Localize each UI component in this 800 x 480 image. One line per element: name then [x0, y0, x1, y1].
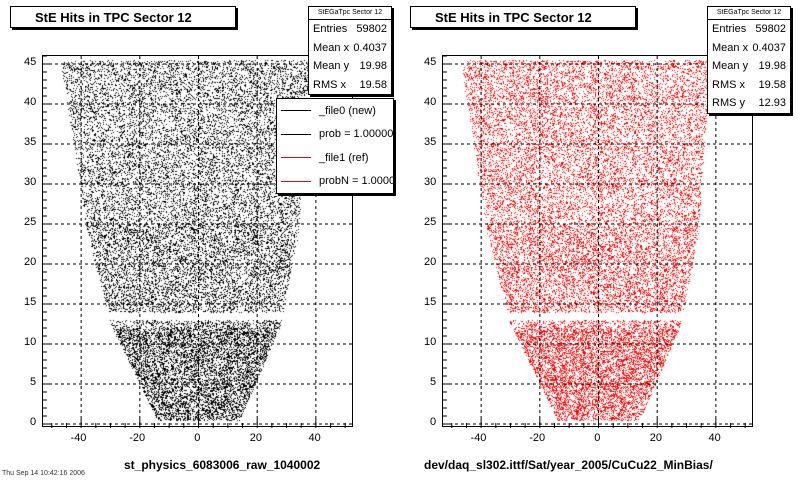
y-tick-label: 5	[430, 376, 437, 388]
y-tick-label: 0	[30, 416, 37, 428]
stats-row: Mean y 19.98	[708, 57, 790, 76]
stats-label: Mean y	[313, 60, 350, 72]
y-tick-label: 30	[24, 176, 37, 188]
stats-row: Mean x 0.4037	[309, 39, 391, 58]
x-tick-label: 40	[308, 432, 321, 444]
stats-row: RMS x 19.58	[309, 76, 391, 95]
x-tick-label: 0	[594, 432, 601, 444]
stats-row: Entries 59802	[708, 20, 790, 39]
y-tick-label: 40	[24, 96, 37, 108]
x-tick-label: -20	[529, 432, 546, 444]
stats-box: StEGaTpc Sector 12 Entries 59802 Mean x 0.…	[308, 6, 392, 95]
histogram-title: StE Hits in TPC Sector 12	[10, 6, 236, 28]
histogram-pad-right: StE Hits in TPC Sector 12 StEGaTpc Secto…	[400, 0, 800, 480]
y-tick-label: 35	[424, 136, 437, 148]
y-tick-label: 20	[24, 256, 37, 268]
y-tick-label: 10	[424, 336, 437, 348]
histogram-title: StE Hits in TPC Sector 12	[410, 6, 636, 28]
stats-label: RMS y	[712, 97, 745, 109]
legend-label: prob = 1.000000	[319, 128, 394, 141]
stats-value: 12.93	[758, 97, 786, 109]
stats-box: StEGaTpc Sector 12 Entries 59802 Mean x 0.…	[707, 6, 791, 114]
stats-value: 0.4037	[752, 41, 786, 54]
y-tick-label: 10	[24, 336, 37, 348]
stats-row: Mean y 19.98	[309, 57, 391, 76]
legend-label: probN = 1.000000	[319, 175, 394, 188]
y-tick-label: 25	[424, 216, 437, 228]
x-tick-label: 40	[708, 432, 721, 444]
legend-entry: _file1 (ref)	[277, 146, 393, 170]
y-tick-label: 20	[424, 256, 437, 268]
legend-line-black	[281, 110, 311, 112]
stats-value: 19.58	[359, 78, 387, 91]
y-tick-label: 30	[424, 176, 437, 188]
stats-value: 59802	[755, 23, 786, 35]
legend-label: _file0 (new)	[319, 104, 376, 117]
histogram-pad-left: StE Hits in TPC Sector 12 StEGaTpc Secto…	[2, 6, 394, 477]
stats-label: Mean x	[712, 41, 749, 54]
x-tick-label: -20	[129, 432, 146, 444]
stats-row: Entries 59802	[309, 20, 391, 39]
x-axis-title: st_physics_6083006_raw_1040002	[124, 458, 321, 472]
stats-row: Mean x 0.4037	[708, 39, 790, 58]
stats-value: 19.58	[758, 78, 786, 91]
legend-entry: prob = 1.000000	[277, 123, 393, 147]
x-axis-title: dev/daq_sl302.ittf/Sat/year_2005/CuCu22_…	[424, 458, 713, 472]
corner-timestamp: Thu Sep 14 10:42:16 2006	[2, 470, 85, 477]
y-tick-label: 5	[30, 376, 37, 388]
stats-value: 19.98	[758, 60, 786, 72]
legend-entry: probN = 1.000000	[277, 170, 393, 194]
stats-value: 0.4037	[353, 41, 387, 54]
plot-frame	[442, 55, 754, 428]
y-tick-label: 45	[424, 56, 437, 68]
legend-line-red	[281, 180, 311, 182]
stats-label: RMS x	[313, 78, 346, 91]
stats-label: Mean y	[712, 60, 749, 72]
stats-header: StEGaTpc Sector 12	[309, 7, 391, 20]
x-tick-label: 20	[649, 432, 663, 444]
y-tick-label: 35	[24, 136, 37, 148]
y-tick-label: 15	[24, 296, 37, 308]
stats-label: Mean x	[313, 41, 350, 54]
stats-label: Entries	[313, 23, 348, 35]
legend-entry: _file0 (new)	[277, 99, 393, 123]
scatter-plot	[443, 56, 754, 428]
stats-label: RMS x	[712, 78, 745, 91]
y-tick-label: 0	[430, 416, 437, 428]
legend: _file0 (new) prob = 1.000000 _file1 (ref…	[276, 98, 394, 194]
y-tick-label: 25	[24, 216, 37, 228]
stats-value: 59802	[356, 23, 387, 35]
x-tick-label: -40	[470, 432, 487, 444]
stats-label: Entries	[712, 23, 747, 35]
x-tick-label: -40	[70, 432, 87, 444]
legend-label: _file1 (ref)	[319, 151, 369, 164]
y-tick-label: 40	[424, 96, 437, 108]
stats-value: 19.98	[359, 60, 387, 72]
stats-row: RMS y 12.93	[708, 94, 790, 113]
y-tick-label: 15	[424, 296, 437, 308]
stats-header: StEGaTpc Sector 12	[708, 7, 790, 20]
stats-row: RMS x 19.58	[708, 76, 790, 95]
y-tick-label: 45	[24, 56, 37, 68]
x-tick-label: 0	[194, 432, 201, 444]
legend-line-black	[281, 133, 311, 135]
x-tick-label: 20	[249, 432, 263, 444]
legend-line-red	[281, 157, 311, 159]
